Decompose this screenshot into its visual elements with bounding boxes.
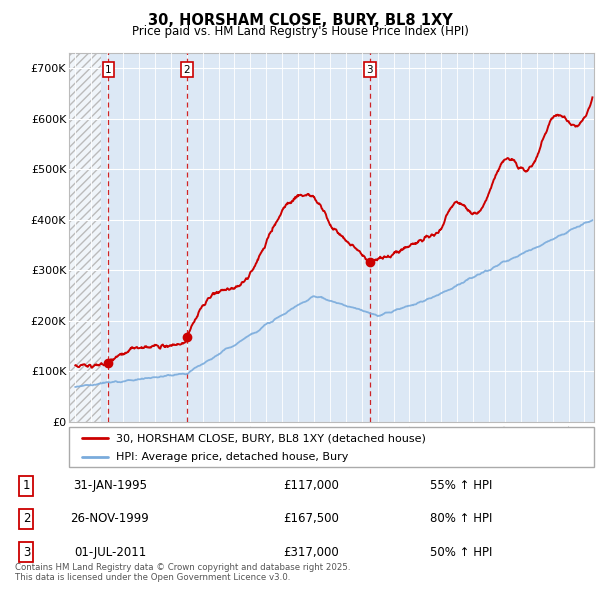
- Text: 55% ↑ HPI: 55% ↑ HPI: [430, 479, 493, 492]
- Text: Contains HM Land Registry data © Crown copyright and database right 2025.
This d: Contains HM Land Registry data © Crown c…: [15, 563, 350, 582]
- Text: 2: 2: [23, 512, 30, 526]
- Text: 50% ↑ HPI: 50% ↑ HPI: [430, 546, 493, 559]
- Text: HPI: Average price, detached house, Bury: HPI: Average price, detached house, Bury: [116, 453, 349, 462]
- Text: Price paid vs. HM Land Registry's House Price Index (HPI): Price paid vs. HM Land Registry's House …: [131, 25, 469, 38]
- Text: 3: 3: [367, 65, 373, 75]
- Text: £117,000: £117,000: [284, 479, 340, 492]
- Bar: [69, 53, 101, 422]
- Bar: [69, 53, 101, 422]
- Text: 31-JAN-1995: 31-JAN-1995: [73, 479, 147, 492]
- Text: 26-NOV-1999: 26-NOV-1999: [71, 512, 149, 526]
- Text: 1: 1: [105, 65, 112, 75]
- Text: 80% ↑ HPI: 80% ↑ HPI: [430, 512, 493, 526]
- Text: 3: 3: [23, 546, 30, 559]
- Text: 1: 1: [23, 479, 30, 492]
- Text: £317,000: £317,000: [284, 546, 340, 559]
- Text: 2: 2: [184, 65, 190, 75]
- Text: 01-JUL-2011: 01-JUL-2011: [74, 546, 146, 559]
- Text: 30, HORSHAM CLOSE, BURY, BL8 1XY: 30, HORSHAM CLOSE, BURY, BL8 1XY: [148, 13, 452, 28]
- Text: 30, HORSHAM CLOSE, BURY, BL8 1XY (detached house): 30, HORSHAM CLOSE, BURY, BL8 1XY (detach…: [116, 434, 426, 444]
- Text: £167,500: £167,500: [284, 512, 340, 526]
